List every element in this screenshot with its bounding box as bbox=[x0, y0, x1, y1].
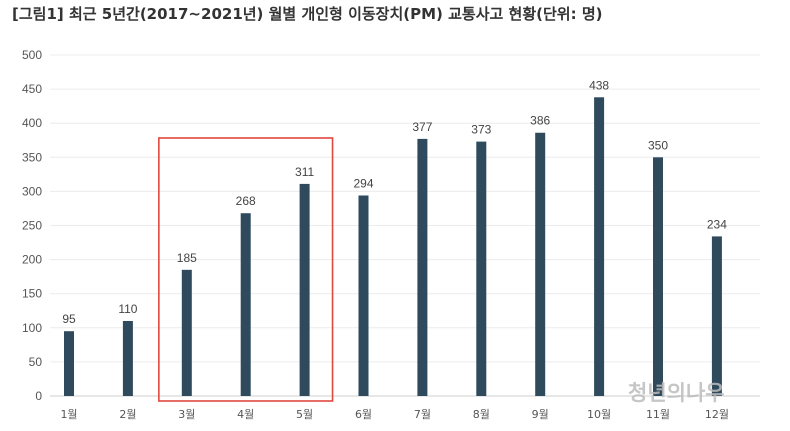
bars bbox=[64, 97, 722, 397]
x-tick-label: 3월 bbox=[178, 408, 195, 421]
bar bbox=[240, 213, 251, 396]
x-tick-label: 12월 bbox=[705, 408, 729, 421]
x-tick-label: 5월 bbox=[296, 408, 313, 421]
y-tick-label: 100 bbox=[22, 321, 42, 335]
bar bbox=[594, 97, 605, 396]
data-label: 110 bbox=[118, 302, 137, 316]
y-tick-label: 400 bbox=[22, 116, 42, 130]
bar bbox=[358, 195, 369, 396]
y-axis-ticks: 0 50 100 150 200 250 300 350 400 450 500 bbox=[22, 48, 42, 403]
x-tick-label: 9월 bbox=[532, 408, 549, 421]
x-tick-label: 7월 bbox=[414, 408, 431, 421]
data-label: 377 bbox=[412, 120, 432, 134]
bar bbox=[711, 236, 722, 396]
data-label: 373 bbox=[471, 123, 491, 137]
bar bbox=[417, 138, 428, 397]
data-label: 294 bbox=[353, 176, 373, 190]
chart-title: [그림1] 최근 5년간(2017~2021년) 월별 개인형 이동장치(PM)… bbox=[12, 5, 602, 23]
x-tick-label: 2월 bbox=[119, 408, 136, 421]
data-label: 95 bbox=[62, 312, 76, 326]
x-axis-ticks: 1월 2월 3월 4월 5월 6월 7월 8월 9월 10월 11월 12월 bbox=[60, 408, 729, 421]
data-label: 438 bbox=[589, 78, 609, 92]
x-tick-label: 4월 bbox=[237, 408, 254, 421]
y-tick-label: 500 bbox=[22, 48, 42, 62]
x-tick-label: 10월 bbox=[587, 408, 611, 421]
y-tick-label: 200 bbox=[22, 253, 42, 267]
bar bbox=[181, 269, 192, 396]
x-tick-label: 6월 bbox=[355, 408, 372, 421]
y-tick-label: 50 bbox=[29, 355, 43, 369]
data-label: 268 bbox=[236, 194, 256, 208]
y-tick-label: 0 bbox=[35, 389, 42, 403]
bar bbox=[64, 331, 74, 396]
data-label: 185 bbox=[177, 251, 197, 265]
bar bbox=[535, 132, 546, 397]
data-label: 234 bbox=[707, 217, 727, 231]
y-tick-label: 150 bbox=[22, 287, 42, 301]
x-tick-label: 8월 bbox=[473, 408, 490, 421]
y-tick-label: 350 bbox=[22, 150, 42, 164]
y-tick-label: 300 bbox=[22, 184, 42, 198]
bar bbox=[476, 141, 487, 396]
data-label: 386 bbox=[530, 114, 550, 128]
watermark: 청년의나우 bbox=[628, 381, 725, 405]
data-label: 350 bbox=[648, 138, 668, 152]
x-tick-label: 11월 bbox=[646, 408, 670, 421]
gridlines bbox=[50, 54, 760, 397]
bar bbox=[122, 320, 133, 396]
bar bbox=[299, 183, 310, 396]
data-labels: 95 110 185 268 311 294 377 373 386 438 350 234 bbox=[62, 78, 727, 326]
y-tick-label: 250 bbox=[22, 219, 42, 233]
x-tick-label: 1월 bbox=[60, 408, 77, 421]
highlight-box bbox=[158, 137, 334, 402]
bar bbox=[653, 157, 663, 396]
y-tick-label: 450 bbox=[22, 82, 42, 96]
data-label: 311 bbox=[295, 165, 314, 179]
